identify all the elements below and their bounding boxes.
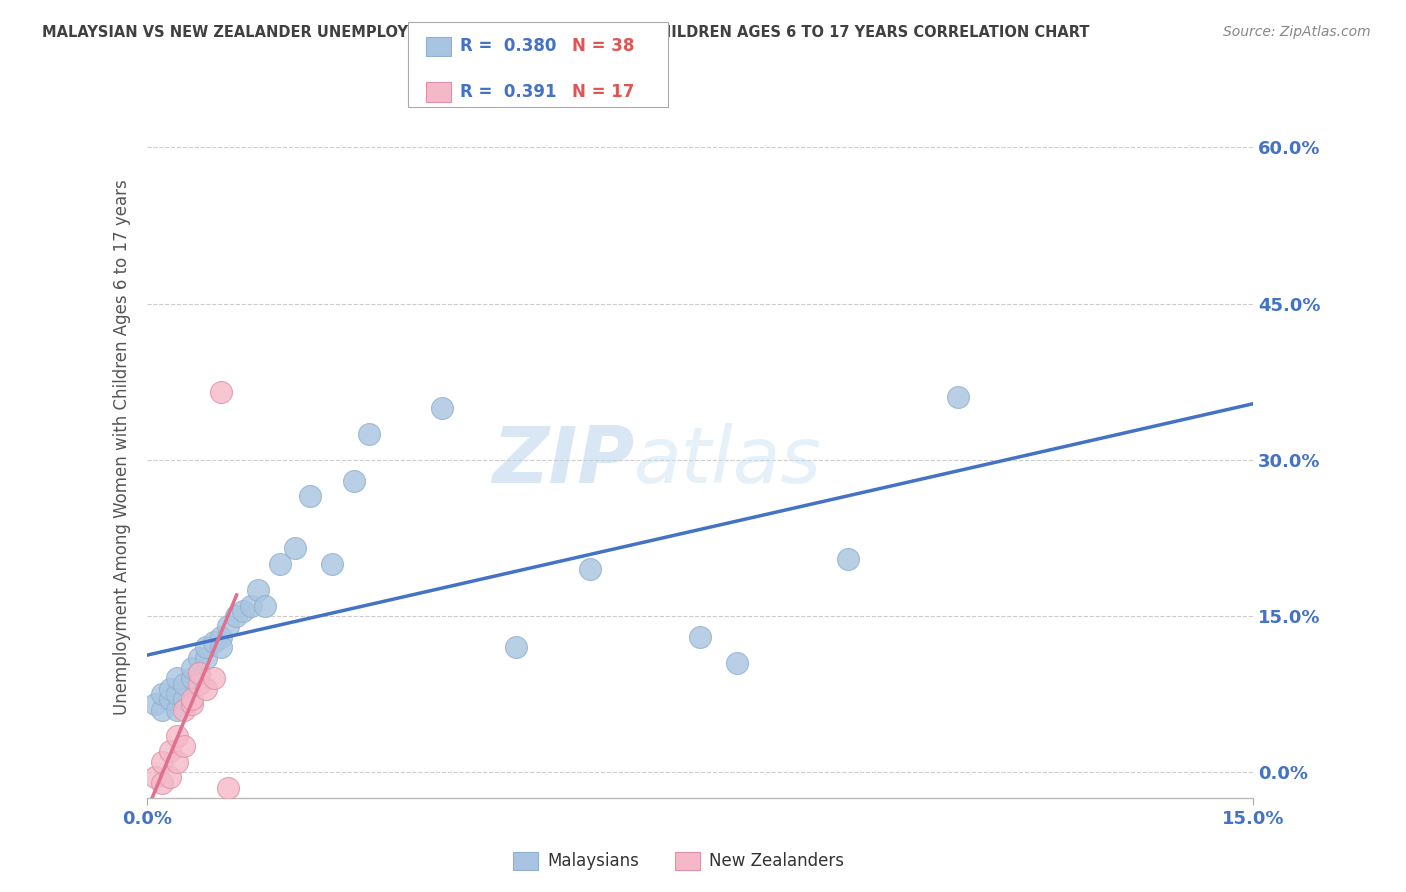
Point (432, 401, 454, 415)
Point (180, 692, 202, 706)
Point (159, 692, 181, 706)
Point (159, 770, 181, 784)
Point (948, 390, 970, 404)
Point (166, 755, 188, 769)
Point (195, 640, 218, 655)
Point (505, 640, 527, 655)
Point (202, 635, 225, 649)
Text: R =  0.391: R = 0.391 (460, 83, 557, 101)
Point (218, 619, 240, 633)
Point (166, 672, 188, 686)
Point (188, 676, 211, 690)
Text: Source: ZipAtlas.com: Source: ZipAtlas.com (1223, 25, 1371, 39)
Point (173, 676, 195, 690)
Point (209, 385, 232, 400)
Point (218, 780, 240, 795)
Point (195, 650, 218, 665)
Text: ZIP: ZIP (492, 423, 634, 499)
Point (166, 729, 188, 743)
Point (725, 656, 748, 670)
Point (202, 672, 225, 686)
Text: MALAYSIAN VS NEW ZEALANDER UNEMPLOYMENT AMONG WOMEN WITH CHILDREN AGES 6 TO 17 Y: MALAYSIAN VS NEW ZEALANDER UNEMPLOYMENT … (42, 25, 1090, 40)
Point (298, 489, 321, 503)
Text: N = 38: N = 38 (572, 37, 634, 55)
Text: N = 17: N = 17 (572, 83, 634, 101)
Point (357, 426, 380, 441)
Text: atlas: atlas (634, 423, 823, 499)
Point (150, 703, 173, 717)
Point (188, 666, 211, 681)
Point (143, 770, 166, 784)
Point (209, 640, 232, 655)
Point (173, 703, 195, 717)
Text: Malaysians: Malaysians (547, 852, 638, 870)
Point (166, 687, 188, 701)
Point (180, 672, 202, 686)
Point (150, 687, 173, 701)
Point (150, 755, 173, 769)
Point (209, 630, 232, 644)
Point (173, 692, 195, 706)
Point (195, 681, 218, 696)
Point (188, 650, 211, 665)
Point (321, 557, 343, 571)
Text: New Zealanders: New Zealanders (709, 852, 844, 870)
Point (578, 562, 600, 576)
Point (225, 608, 247, 623)
Point (173, 739, 195, 753)
Point (254, 599, 277, 613)
Point (343, 474, 366, 488)
Point (159, 681, 181, 696)
Point (239, 599, 262, 613)
Point (159, 744, 181, 758)
Point (232, 604, 254, 618)
Point (269, 557, 291, 571)
Point (284, 541, 307, 556)
Point (150, 775, 173, 789)
Y-axis label: Unemployment Among Women with Children Ages 6 to 17 years: Unemployment Among Women with Children A… (114, 178, 131, 714)
Point (180, 698, 202, 712)
Point (143, 698, 166, 712)
Point (246, 582, 269, 597)
Point (837, 551, 859, 566)
Point (689, 630, 711, 644)
Point (188, 666, 211, 681)
Text: R =  0.380: R = 0.380 (460, 37, 557, 55)
Point (180, 661, 202, 675)
Point (166, 703, 188, 717)
